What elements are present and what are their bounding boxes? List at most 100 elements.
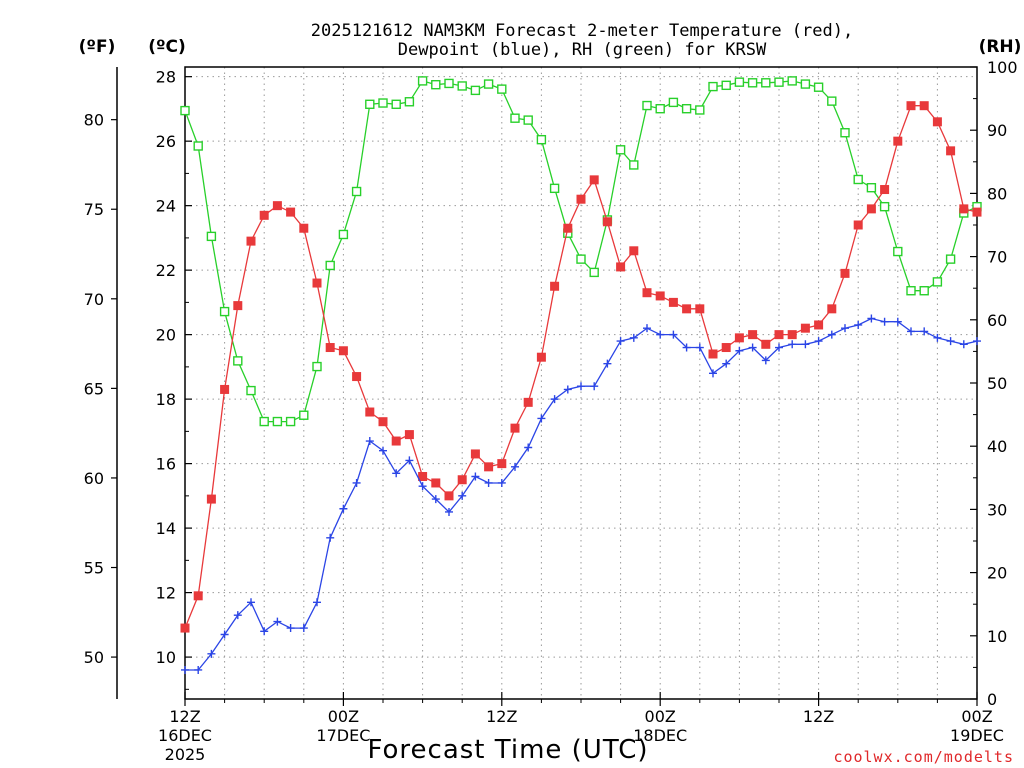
fahrenheit-tick-label: 75 [84,200,104,219]
dewpoint-point [735,346,744,355]
temperature-point [827,304,837,314]
celsius-ticks: 10 12 14 16 18 20 22 24 26 28 [156,68,192,690]
dewpoint-point [339,504,348,513]
temperature-point [299,223,309,233]
rh-point [853,174,863,185]
rh-tick-label: 90 [987,121,1007,140]
temperature-point [734,333,744,343]
temperature-point [220,384,230,394]
dewpoint-point [194,665,203,674]
temperature-point [642,288,652,298]
time-tick-year-label: 2025 [165,745,206,764]
temperature-point [470,449,480,459]
celsius-tick-label: 24 [156,197,176,216]
rh-point [259,416,269,427]
dewpoint-point [299,624,308,633]
time-tick-date-label: 16DEC [158,726,212,745]
dewpoint-point [181,665,189,674]
dewpoint-point [854,320,863,329]
time-tick-label: 12Z [803,707,834,726]
rh-point [708,81,718,92]
rh-point [866,183,877,193]
rh-point [365,99,375,109]
dewpoint-point [788,340,797,349]
rh-tick-label: 30 [987,500,1007,519]
rh-point [800,79,811,89]
temperature-point [695,304,705,314]
time-tick-label: 12Z [169,707,200,726]
temperature-point [682,304,692,314]
rh-ticks: 0 10 20 30 40 50 60 70 80 90 100 [970,58,1018,709]
dewpoint-point [418,482,427,491]
rh-point [180,105,190,116]
dewpoint-point [959,340,968,349]
dewpoint-point [590,382,599,391]
rh-point [761,78,771,88]
temperature-point [761,339,771,349]
temperature-point [893,136,903,146]
temperature-point [404,430,414,440]
fahrenheit-axis-label: (ºF) [79,37,116,57]
rh-point [299,410,309,420]
temperature-point [959,204,969,214]
rh-point [497,84,507,94]
temperature-series [180,101,982,633]
celsius-tick-label: 12 [156,584,176,603]
dewpoint-point [458,491,467,500]
dewpoint-point [946,337,955,346]
dewpoint-point [445,507,453,516]
temperature-point [352,372,362,382]
rh-point [404,97,415,107]
dewpoint-point [326,533,335,542]
credit-text: coolwx.com/modelts [833,748,1014,766]
rh-tick-label: 10 [987,627,1007,646]
dewpoint-point [801,340,810,349]
rh-point [774,77,784,87]
temperature-point [866,204,876,214]
fahrenheit-tick-label: 50 [84,648,104,667]
celsius-tick-label: 16 [156,455,176,474]
dewpoint-point [260,627,269,636]
rh-point [510,113,520,123]
celsius-axis-label: (ºC) [148,37,186,57]
dewpoint-point [682,343,691,352]
temperature-point [510,423,520,433]
temperature-point [325,343,335,353]
rh-point [919,286,929,296]
temperature-point [840,268,850,278]
temperature-point [378,417,388,427]
rh-point [589,267,599,278]
rh-point [747,78,758,88]
dewpoint-point [775,343,783,352]
dewpoint-point [497,478,506,487]
celsius-tick-label: 26 [156,132,176,151]
rh-point [444,78,454,89]
x-axis-label: Forecast Time (UTC) [367,735,648,765]
rh-tick-label: 40 [987,437,1007,456]
fahrenheit-tick-label: 80 [84,111,104,130]
celsius-tick-label: 28 [156,68,176,87]
rh-point [470,85,481,96]
rh-axis-label: (RH) [979,37,1022,57]
dewpoint-point [841,324,849,333]
rh-point [391,99,401,109]
temperature-point [708,349,718,359]
dewpoint-point [379,446,387,455]
fahrenheit-tick-label: 60 [84,469,104,488]
temperature-point [668,297,678,307]
temperature-point [774,330,784,340]
temperature-point [484,462,494,472]
rh-point [193,141,203,151]
temperature-point [206,494,216,504]
temperature-point [800,323,810,333]
temperature-point [444,491,454,501]
time-tick-label: 00Z [328,707,359,726]
temperature-point [946,146,956,156]
dewpoint-point [273,617,282,626]
rh-point [813,82,824,92]
rh-series [180,76,982,427]
dewpoint-point [563,385,572,394]
celsius-tick-label: 20 [156,326,176,345]
temperature-point [246,236,256,246]
celsius-tick-label: 10 [156,648,176,667]
